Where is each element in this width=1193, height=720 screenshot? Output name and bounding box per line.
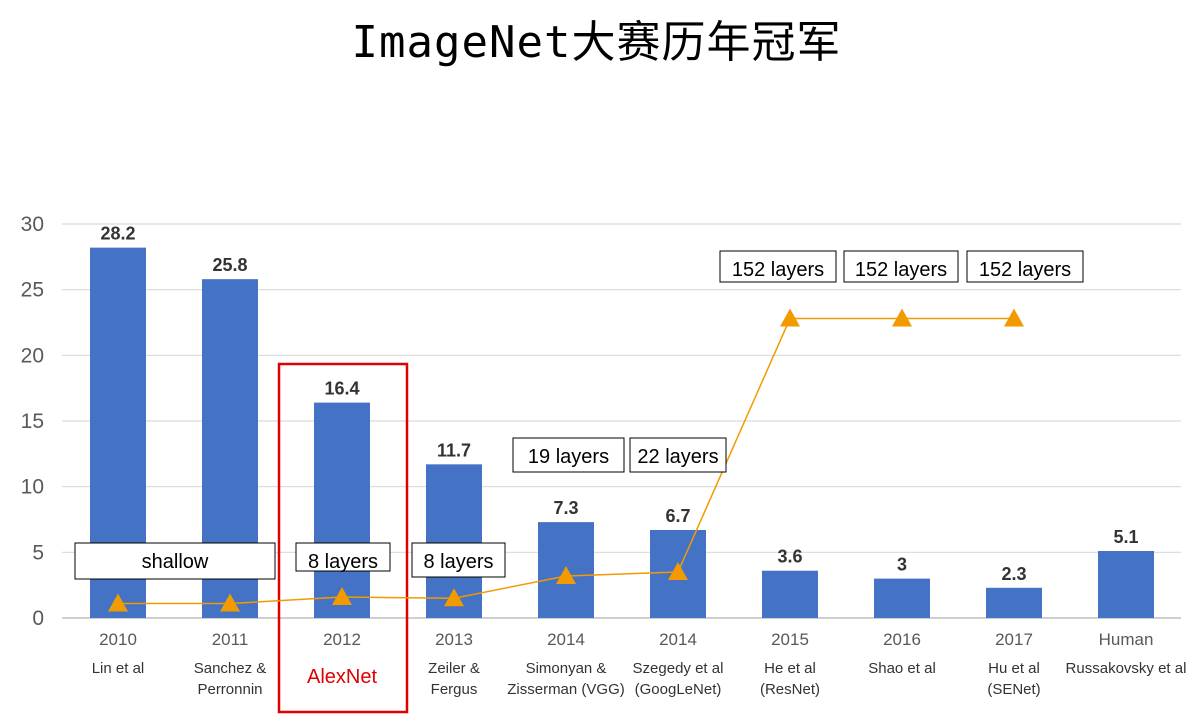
layer-label-box <box>966 250 1084 283</box>
x-tick-label: 2013 <box>435 630 473 649</box>
value-label: 3 <box>897 555 907 575</box>
layer-label-box <box>843 250 959 283</box>
layer-label: 152 layers <box>732 259 824 281</box>
x-name-label: (SENet) <box>987 681 1040 698</box>
layer-label: 152 layers <box>855 259 947 281</box>
depth-marker <box>220 593 240 612</box>
layer-label-box <box>411 542 506 578</box>
bar <box>314 402 370 618</box>
depth-marker <box>444 588 464 607</box>
value-label: 6.7 <box>665 506 690 526</box>
x-name-label: Simonyan & <box>526 660 607 677</box>
x-tick-label: 2015 <box>771 630 809 649</box>
x-tick-label: 2014 <box>659 630 697 649</box>
x-name-label: Sanchez & <box>194 660 267 677</box>
depth-marker <box>1004 308 1024 327</box>
layer-label-box <box>512 437 625 473</box>
y-tick-label: 15 <box>21 410 44 433</box>
depth-marker <box>332 586 352 605</box>
depth-marker <box>668 562 688 581</box>
layer-label-box <box>629 437 727 473</box>
layer-label: 19 layers <box>528 446 609 468</box>
x-name-label: Russakovsky et al <box>1066 660 1187 677</box>
x-tick-label: 2014 <box>547 630 585 649</box>
y-tick-label: 30 <box>21 213 44 236</box>
x-name-label: Fergus <box>431 681 478 698</box>
layer-label-box <box>719 250 837 283</box>
x-name-label: Szegedy et al <box>633 660 724 677</box>
x-tick-label: 2016 <box>883 630 921 649</box>
x-tick-label: 2012 <box>323 630 361 649</box>
layer-label: 22 layers <box>637 446 718 468</box>
value-label: 25.8 <box>212 255 247 275</box>
bar <box>1098 551 1154 618</box>
alexnet-highlight-box <box>277 362 409 714</box>
x-tick-label: 2017 <box>995 630 1033 649</box>
bar <box>986 587 1042 618</box>
y-tick-label: 25 <box>21 279 44 302</box>
page-title: ImageNet大赛历年冠军 <box>351 17 842 68</box>
layer-label: 8 layers <box>308 551 378 573</box>
bar <box>762 570 818 618</box>
x-name-label: Perronnin <box>197 681 262 698</box>
depth-marker <box>108 593 128 612</box>
x-name-label: Zisserman (VGG) <box>507 681 625 698</box>
value-label: 2.3 <box>1001 564 1026 584</box>
x-tick-label: 2011 <box>212 630 249 649</box>
depth-marker <box>556 565 576 584</box>
x-name-label: (GoogLeNet) <box>635 681 722 698</box>
depth-marker <box>892 308 912 327</box>
value-label: 3.6 <box>777 547 802 567</box>
x-name-label: (ResNet) <box>760 681 820 698</box>
x-tick-label: 2010 <box>99 630 137 649</box>
x-name-label: Shao et al <box>868 660 936 677</box>
value-label: 16.4 <box>324 379 359 399</box>
value-label: 7.3 <box>553 498 578 518</box>
y-tick-label: 10 <box>21 476 44 499</box>
value-label: 28.2 <box>100 224 135 244</box>
y-tick-label: 5 <box>32 541 44 564</box>
value-label: 11.7 <box>437 440 471 460</box>
x-name-label: He et al <box>764 660 816 677</box>
layer-label: shallow <box>142 551 209 573</box>
bar <box>874 578 930 618</box>
x-name-label: AlexNet <box>307 666 377 688</box>
y-tick-label: 0 <box>32 607 44 630</box>
x-tick-label: Human <box>1099 630 1154 649</box>
x-name-label: Hu et al <box>988 660 1040 677</box>
layer-label-box <box>74 542 276 580</box>
layer-label-box <box>295 542 391 572</box>
layer-label: 8 layers <box>423 551 493 573</box>
layer-label: 152 layers <box>979 259 1071 281</box>
depth-marker <box>780 308 800 327</box>
x-name-label: Zeiler & <box>428 660 480 677</box>
value-label: 5.1 <box>1113 527 1138 547</box>
x-name-label: Lin et al <box>92 660 145 677</box>
y-tick-label: 20 <box>21 344 44 367</box>
